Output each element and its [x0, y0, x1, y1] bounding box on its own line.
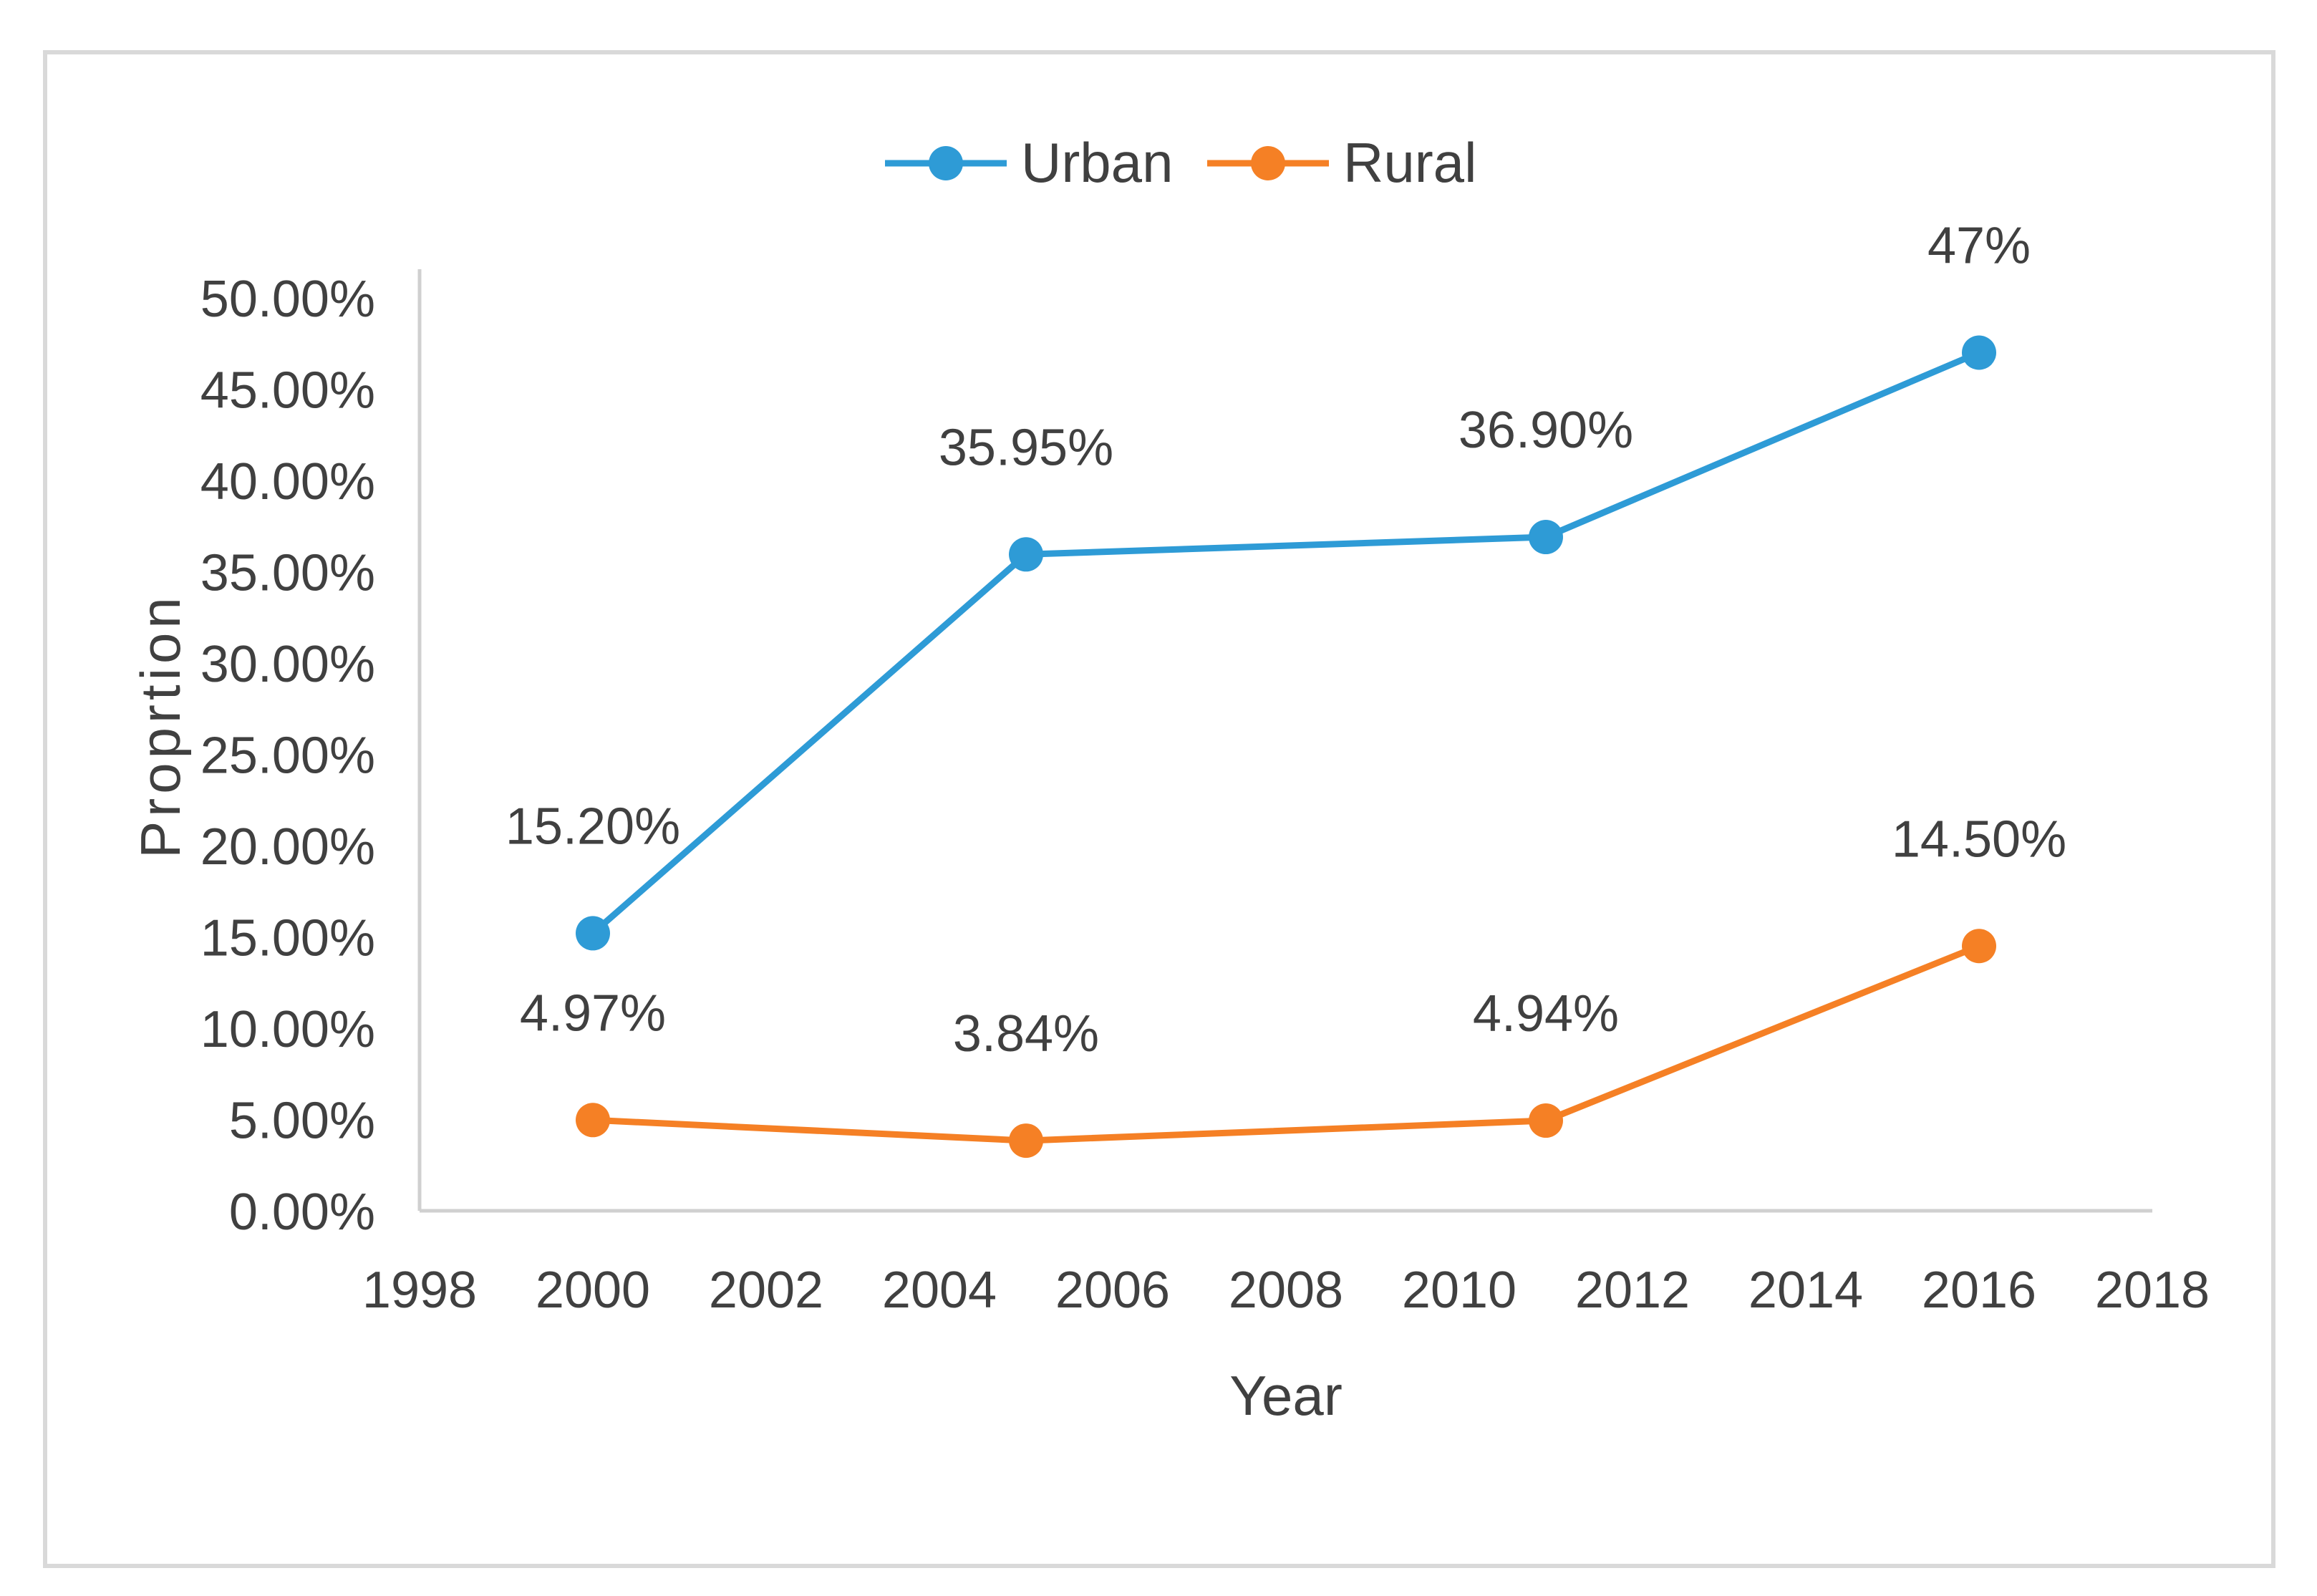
series-layer [576, 335, 1996, 1159]
series-line-rural [589, 942, 1983, 1144]
y-axis-title: Proprtion [129, 593, 192, 859]
data-point-urban [1009, 537, 1043, 572]
x-tick-label: 2006 [1055, 1262, 1170, 1319]
line-chart: Urban Rural 0.00% 5.00% 10.00% 15.00% 20.00% 2… [129, 131, 2210, 1427]
data-label-urban: 35.95% [939, 419, 1113, 476]
data-label-rural: 3.84% [953, 1005, 1099, 1063]
y-tick-label: 40.00% [200, 453, 375, 511]
legend-marker-rural [1251, 146, 1285, 180]
axes: 0.00% 5.00% 10.00% 15.00% 20.00% 25.00% 30.00%… [129, 269, 2210, 1427]
data-labels: 15.20% 35.95% 36.90% 47% 4.97% 3.84% 4.94% 14.5… [506, 218, 2066, 1063]
data-label-urban: 36.90% [1459, 402, 1633, 459]
x-tick-label: 2014 [1748, 1262, 1863, 1319]
x-tick-label: 2004 [882, 1262, 997, 1319]
chart-frame: Urban Rural 0.00% 5.00% 10.00% 15.00% 20.00% 2… [43, 50, 2275, 1568]
data-point-urban [1529, 520, 1563, 555]
x-tick-label: 1998 [362, 1262, 477, 1319]
data-label-urban: 47% [1927, 218, 2031, 275]
y-tick-label: 20.00% [200, 818, 375, 876]
x-tick-label: 2010 [1402, 1262, 1517, 1319]
data-label-rural: 14.50% [1892, 811, 2066, 868]
x-tick-label: 2002 [709, 1262, 823, 1319]
data-point-rural [576, 1103, 610, 1138]
y-tick-label: 50.00% [200, 271, 375, 328]
data-point-urban [576, 916, 610, 951]
data-label-rural: 4.94% [1473, 985, 1619, 1043]
y-tick-label: 5.00% [229, 1093, 375, 1150]
x-tick-label: 2008 [1229, 1262, 1343, 1319]
legend-label-rural: Rural [1343, 131, 1476, 194]
x-tick-label: 2012 [1575, 1262, 1690, 1319]
y-tick-label: 35.00% [200, 545, 375, 602]
legend-marker-urban [929, 146, 963, 180]
data-point-rural [1009, 1123, 1043, 1159]
y-tick-label: 45.00% [200, 362, 375, 420]
x-axis-title: Year [1229, 1364, 1343, 1427]
y-tick-label: 10.00% [200, 1001, 375, 1058]
data-point-rural [1529, 1103, 1563, 1138]
y-tick-label: 15.00% [200, 910, 375, 967]
x-tick-label: 2018 [2095, 1262, 2210, 1319]
series-line-urban [589, 349, 1983, 937]
data-point-urban [1962, 335, 1996, 370]
data-label-rural: 4.97% [520, 985, 666, 1042]
x-tick-label: 2000 [536, 1262, 650, 1319]
legend: Urban Rural [885, 131, 1476, 194]
y-tick-label: 0.00% [229, 1184, 375, 1241]
data-point-rural [1962, 929, 1996, 964]
y-tick-label: 30.00% [200, 636, 375, 693]
y-tick-label: 25.00% [200, 727, 375, 785]
x-tick-label: 2016 [1922, 1262, 2036, 1319]
legend-label-urban: Urban [1021, 131, 1173, 194]
data-label-urban: 15.20% [506, 798, 680, 855]
